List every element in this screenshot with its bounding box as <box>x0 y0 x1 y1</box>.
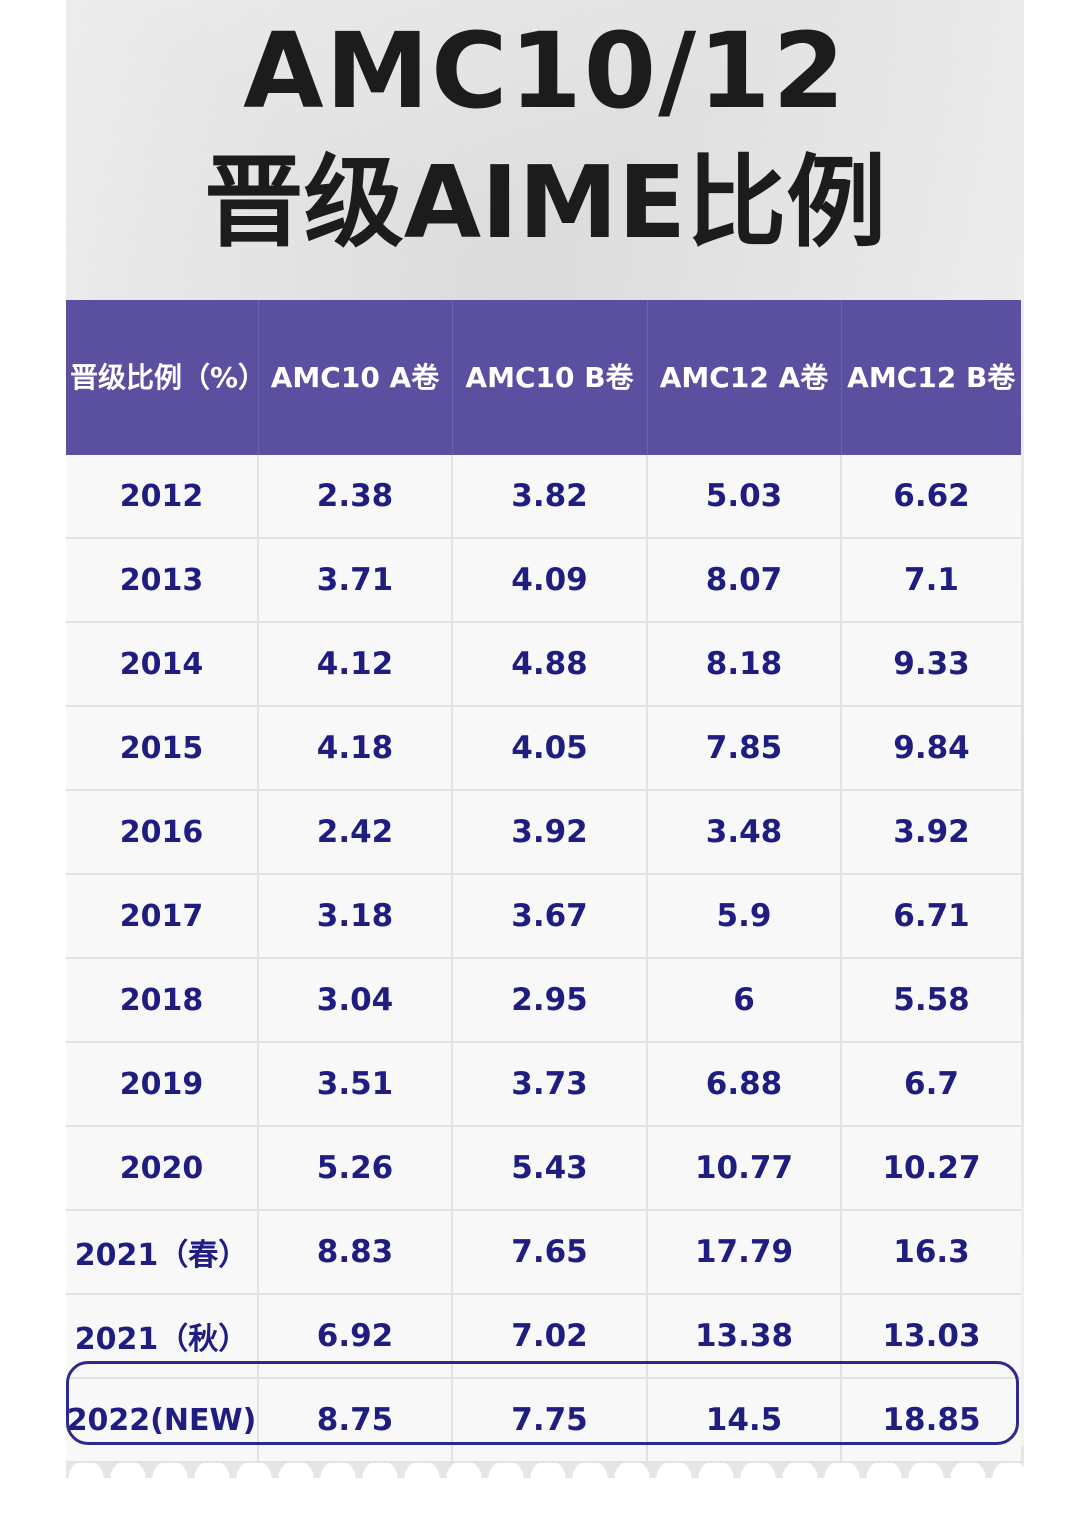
table-row: 2019 3.51 3.73 6.88 6.7 <box>66 1042 1021 1127</box>
cell-amc10a: 4.18 <box>258 706 453 791</box>
table-row: 2022(NEW) 8.75 7.75 14.5 18.85 <box>66 1378 1021 1463</box>
cell-year: 2012 <box>66 455 259 539</box>
table-row: 2013 3.71 4.09 8.07 7.1 <box>66 538 1021 623</box>
cell-amc12a: 5.9 <box>647 874 842 959</box>
cell-year: 2016 <box>66 790 259 875</box>
cell-amc10a: 6.92 <box>258 1294 453 1379</box>
cell-amc10b: 4.09 <box>452 538 648 623</box>
cell-amc12b: 10.27 <box>841 1126 1021 1211</box>
table-row: 2021（春） 8.83 7.65 17.79 16.3 <box>66 1210 1021 1295</box>
header-ratio: 晋级比例（%） <box>66 300 266 455</box>
cell-year: 2013 <box>66 538 259 623</box>
cell-amc10b: 3.92 <box>452 790 648 875</box>
header-amc10b: AMC10 B卷 <box>452 300 648 455</box>
cell-year: 2021（秋） <box>66 1294 259 1379</box>
cell-amc12a: 3.48 <box>647 790 842 875</box>
cell-amc10a: 3.71 <box>258 538 453 623</box>
cell-amc10b: 3.82 <box>452 455 648 539</box>
table-row: 2018 3.04 2.95 6 5.58 <box>66 958 1021 1043</box>
cell-amc10b: 7.65 <box>452 1210 648 1295</box>
cell-amc10b: 2.95 <box>452 958 648 1043</box>
header-amc12a: AMC12 A卷 <box>647 300 842 455</box>
cell-amc12b: 18.85 <box>841 1378 1021 1463</box>
cell-amc12b: 6.71 <box>841 874 1021 959</box>
cell-amc10a: 4.12 <box>258 622 453 707</box>
table-header-row: 晋级比例（%） AMC10 A卷 AMC10 B卷 AMC12 A卷 AMC12… <box>66 300 1021 455</box>
cell-amc10a: 2.42 <box>258 790 453 875</box>
cell-year: 2018 <box>66 958 259 1043</box>
cell-amc12b: 16.3 <box>841 1210 1021 1295</box>
cell-amc10a: 3.04 <box>258 958 453 1043</box>
page-title-line2: 晋级AIME比例 <box>203 144 887 261</box>
cell-year: 2022(NEW) <box>66 1378 259 1463</box>
cell-amc12a: 17.79 <box>647 1210 842 1295</box>
cell-amc12a: 5.03 <box>647 455 842 539</box>
cell-amc10b: 7.02 <box>452 1294 648 1379</box>
cell-amc12b: 3.92 <box>841 790 1021 875</box>
cell-amc12b: 6.62 <box>841 455 1021 539</box>
cell-amc12b: 13.03 <box>841 1294 1021 1379</box>
table-row: 2016 2.42 3.92 3.48 3.92 <box>66 790 1021 875</box>
cell-amc10a: 2.38 <box>258 455 453 539</box>
cell-amc12a: 14.5 <box>647 1378 842 1463</box>
cell-amc10a: 3.18 <box>258 874 453 959</box>
page-title-line1: AMC10/12 <box>243 10 847 132</box>
cell-year: 2021（春） <box>66 1210 259 1295</box>
table-body: 2012 2.38 3.82 5.03 6.62 2013 3.71 4.09 8.07 7.1 2… <box>66 455 1021 1463</box>
aime-qualification-table: 晋级比例（%） AMC10 A卷 AMC10 B卷 AMC12 A卷 AMC12… <box>66 300 1021 1463</box>
cell-amc10b: 7.75 <box>452 1378 648 1463</box>
table-row: 2012 2.38 3.82 5.03 6.62 <box>66 455 1021 539</box>
header-amc12b: AMC12 B卷 <box>841 300 1021 455</box>
cell-amc10b: 3.73 <box>452 1042 648 1127</box>
cell-amc12b: 7.1 <box>841 538 1021 623</box>
table-row: 2020 5.26 5.43 10.77 10.27 <box>66 1126 1021 1211</box>
cell-year: 2017 <box>66 874 259 959</box>
cell-amc10a: 3.51 <box>258 1042 453 1127</box>
cell-amc10b: 4.88 <box>452 622 648 707</box>
header-amc10a: AMC10 A卷 <box>258 300 453 455</box>
cell-year: 2014 <box>66 622 259 707</box>
cell-amc12a: 8.07 <box>647 538 842 623</box>
cell-amc10a: 5.26 <box>258 1126 453 1211</box>
cell-amc10b: 3.67 <box>452 874 648 959</box>
table-row: 2021（秋） 6.92 7.02 13.38 13.03 <box>66 1294 1021 1379</box>
table-row: 2017 3.18 3.67 5.9 6.71 <box>66 874 1021 959</box>
table-row: 2015 4.18 4.05 7.85 9.84 <box>66 706 1021 791</box>
cell-amc10a: 8.83 <box>258 1210 453 1295</box>
cell-amc10b: 5.43 <box>452 1126 648 1211</box>
cell-amc12a: 6 <box>647 958 842 1043</box>
cell-amc12b: 5.58 <box>841 958 1021 1043</box>
cell-amc12b: 6.7 <box>841 1042 1021 1127</box>
cell-amc12a: 7.85 <box>647 706 842 791</box>
table-row: 2014 4.12 4.88 8.18 9.33 <box>66 622 1021 707</box>
cell-year: 2020 <box>66 1126 259 1211</box>
cell-amc12a: 10.77 <box>647 1126 842 1211</box>
cell-amc12b: 9.84 <box>841 706 1021 791</box>
cell-amc10a: 8.75 <box>258 1378 453 1463</box>
cell-amc12b: 9.33 <box>841 622 1021 707</box>
cell-amc10b: 4.05 <box>452 706 648 791</box>
cell-amc12a: 8.18 <box>647 622 842 707</box>
cell-amc12a: 13.38 <box>647 1294 842 1379</box>
cell-year: 2015 <box>66 706 259 791</box>
cell-amc12a: 6.88 <box>647 1042 842 1127</box>
cell-year: 2019 <box>66 1042 259 1127</box>
